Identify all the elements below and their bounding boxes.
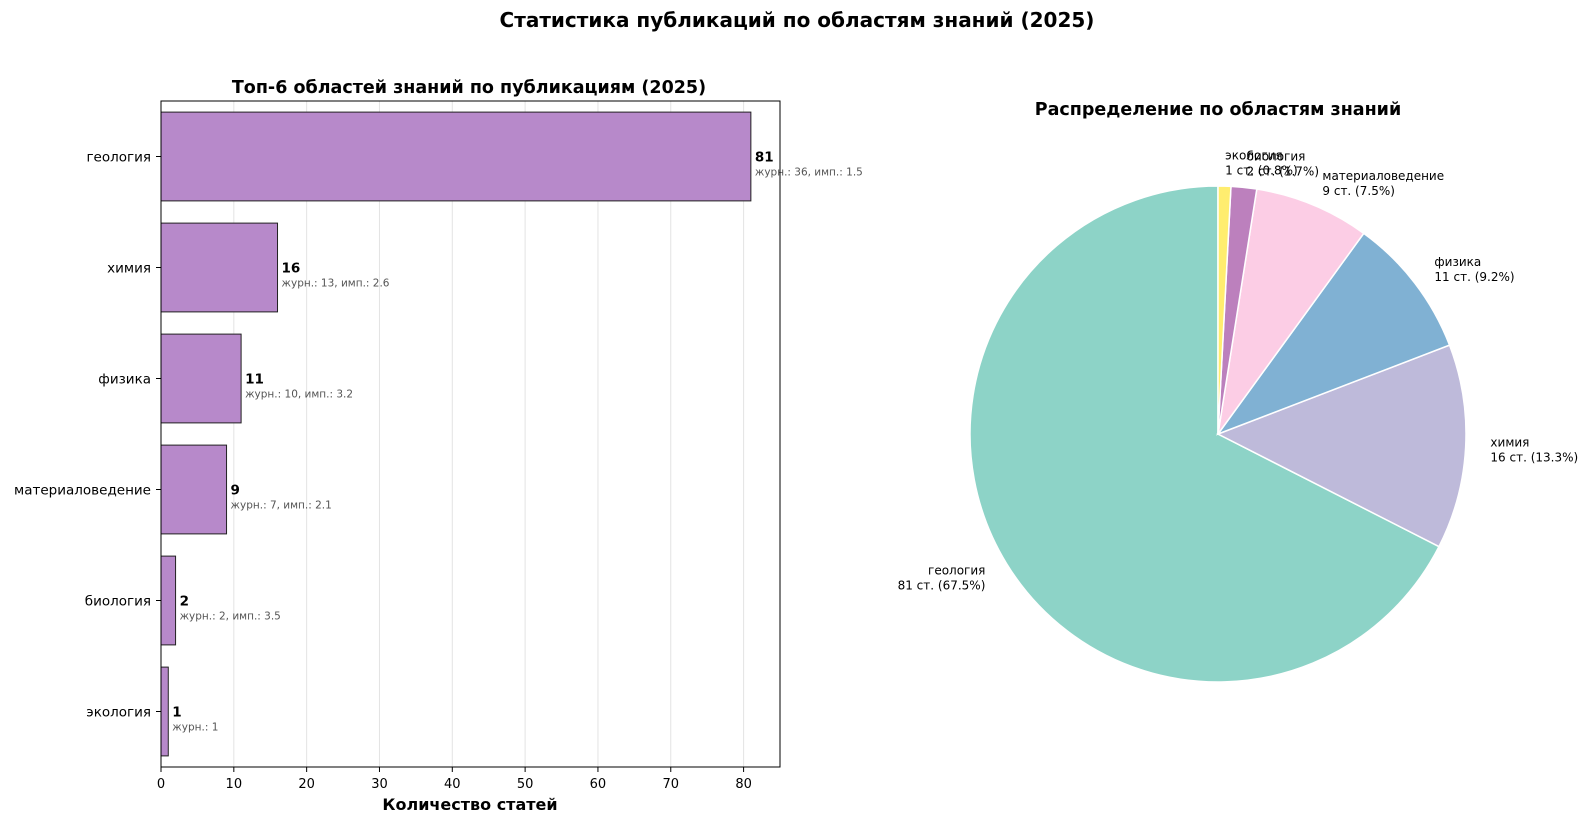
bar-annotation: журн.: 7, имп.: 2.1: [231, 500, 332, 512]
bar-value-label: 1: [172, 705, 181, 721]
bar-value-label: 9: [231, 483, 240, 499]
bar: [160, 222, 279, 313]
bar-value-label: 81: [755, 150, 774, 166]
bar: [160, 111, 752, 202]
y-tick-label: химия: [107, 261, 151, 277]
bar-chart-frame: [160, 100, 781, 768]
bar: [160, 444, 228, 535]
pie-slice: [1217, 188, 1365, 435]
figure-suptitle: Статистика публикаций по областям знаний…: [500, 8, 1095, 32]
pie-slice-label: биология 2 ст. (1.7%): [1247, 150, 1320, 179]
x-tick-label: 60: [590, 777, 607, 792]
bar-chart-ticks: 0 10 20 30 40 50 60 70 80 геология химия физика мате…: [14, 150, 752, 793]
pie-chart-labels: геология 81 ст. (67.5%) химия 16 ст. (13.3%…: [898, 148, 1579, 592]
y-tick-label: биология: [85, 594, 151, 610]
y-tick-label: материаловедение: [14, 483, 151, 499]
bar-value-label: 11: [245, 372, 264, 388]
bar: [160, 333, 242, 424]
pie-slice: [1216, 344, 1467, 548]
x-tick-label: 10: [226, 777, 243, 792]
bar: [160, 555, 177, 646]
y-tick-label: геология: [86, 150, 151, 166]
bar-chart-x-axis-label: Количество статей: [382, 795, 557, 814]
bar-chart: Топ-6 областей знаний по публикациям (20…: [14, 78, 863, 814]
pie-chart: Распределение по областям знаний геологи…: [898, 100, 1579, 683]
bar-annotation: журн.: 36, имп.: 1.5: [755, 167, 863, 179]
bar-annotation: журн.: 2, имп.: 3.5: [180, 611, 281, 623]
bar-chart-grid: [160, 101, 745, 767]
pie-slice-label: химия 16 ст. (13.3%): [1490, 435, 1578, 464]
bar-annotation: журн.: 13, имп.: 2.6: [282, 278, 390, 290]
pie-slice: [1217, 185, 1232, 435]
x-tick-label: 40: [444, 777, 461, 792]
y-tick-label: экология: [86, 705, 151, 721]
x-tick-label: 30: [371, 777, 388, 792]
pie-slice-label: материаловедение 9 ст. (7.5%): [1322, 169, 1444, 198]
y-tick-label: физика: [98, 372, 151, 388]
bar: [160, 666, 169, 757]
x-tick-label: 0: [157, 777, 165, 792]
pie-slice-label: экология 1 ст. (0.8%): [1225, 148, 1298, 177]
bar-annotation: журн.: 10, имп.: 3.2: [245, 389, 353, 401]
bar-value-label: 2: [180, 594, 189, 610]
pie-slice-label: физика 11 ст. (9.2%): [1434, 255, 1514, 284]
bar-value-label: 16: [282, 261, 301, 277]
pie-chart-slices: [969, 185, 1467, 683]
x-tick-label: 70: [662, 777, 679, 792]
pie-chart-title: Распределение по областям знаний: [1035, 100, 1401, 120]
pie-slice: [1215, 232, 1451, 436]
bar-chart-title: Топ-6 областей знаний по публикациям (20…: [232, 78, 706, 98]
bar-annotation: журн.: 1: [172, 722, 218, 734]
pie-slice: [969, 185, 1440, 683]
x-tick-label: 20: [298, 777, 315, 792]
x-tick-label: 80: [735, 777, 752, 792]
x-tick-label: 50: [517, 777, 534, 792]
pie-slice-label: геология 81 ст. (67.5%): [898, 564, 986, 593]
